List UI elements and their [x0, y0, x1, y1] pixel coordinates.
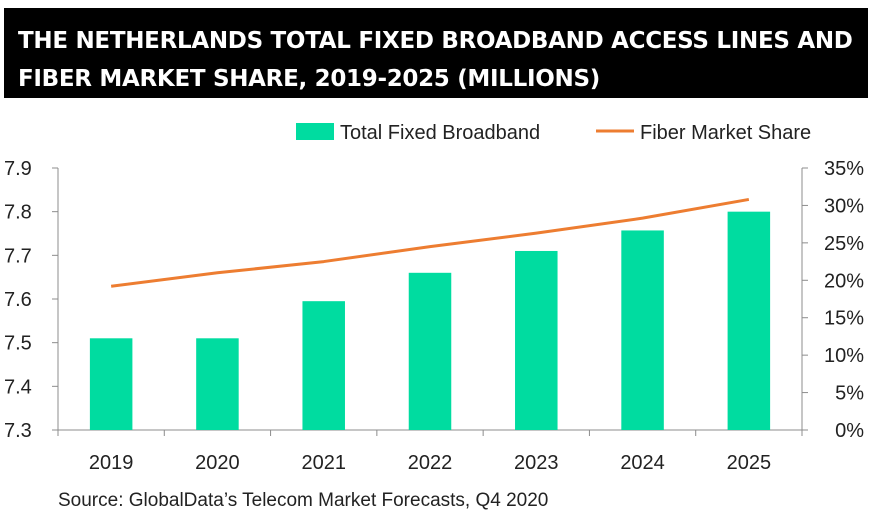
- legend-label-bars: Total Fixed Broadband: [340, 122, 540, 144]
- y-right-tick-label: 25%: [824, 233, 864, 255]
- y-left-tick-label: 7.8: [4, 202, 32, 224]
- fiber-share-line: [110, 197, 750, 288]
- x-tick-label: 2024: [620, 452, 665, 474]
- y-right-tick-label: 30%: [824, 195, 864, 217]
- y-right-tick-label: 0%: [835, 420, 864, 442]
- bar: [302, 301, 345, 430]
- y-left-tick-label: 7.9: [4, 158, 32, 180]
- y-left-tick-label: 7.5: [4, 333, 32, 355]
- y-right-tick-label: 5%: [835, 383, 864, 405]
- line-series: [110, 197, 750, 288]
- bar: [89, 338, 133, 430]
- bar: [727, 211, 771, 430]
- y-right-tick-label: 15%: [824, 308, 864, 330]
- bar: [408, 272, 452, 430]
- y-left-tick-label: 7.7: [4, 245, 32, 267]
- x-tick-label: 2023: [514, 452, 559, 474]
- chart-title: THE NETHERLANDS TOTAL FIXED BROADBAND AC…: [4, 8, 868, 98]
- y-right-tick-label: 35%: [824, 158, 864, 180]
- y-right-tick-label: 10%: [824, 345, 864, 367]
- x-tick-label: 2020: [195, 452, 240, 474]
- y-left-tick-label: 7.4: [4, 376, 32, 398]
- x-tick-label: 2019: [89, 452, 134, 474]
- y-left-tick-label: 7.6: [4, 289, 32, 311]
- x-tick-label: 2025: [727, 452, 772, 474]
- legend-swatch-bars: [296, 123, 334, 140]
- y-right-tick-label: 20%: [824, 270, 864, 292]
- legend-label-line: Fiber Market Share: [640, 122, 811, 144]
- source-note: Source: GlobalData’s Telecom Market Fore…: [58, 490, 549, 511]
- bar-series: [89, 211, 771, 430]
- x-tick-label: 2022: [408, 452, 453, 474]
- legend: Total Fixed Broadband Fiber Market Share: [296, 122, 811, 144]
- bar: [196, 338, 239, 430]
- x-tick-label: 2021: [301, 452, 346, 474]
- y-left-tick-label: 7.3: [4, 420, 32, 442]
- bar: [515, 250, 558, 430]
- bar: [621, 230, 664, 430]
